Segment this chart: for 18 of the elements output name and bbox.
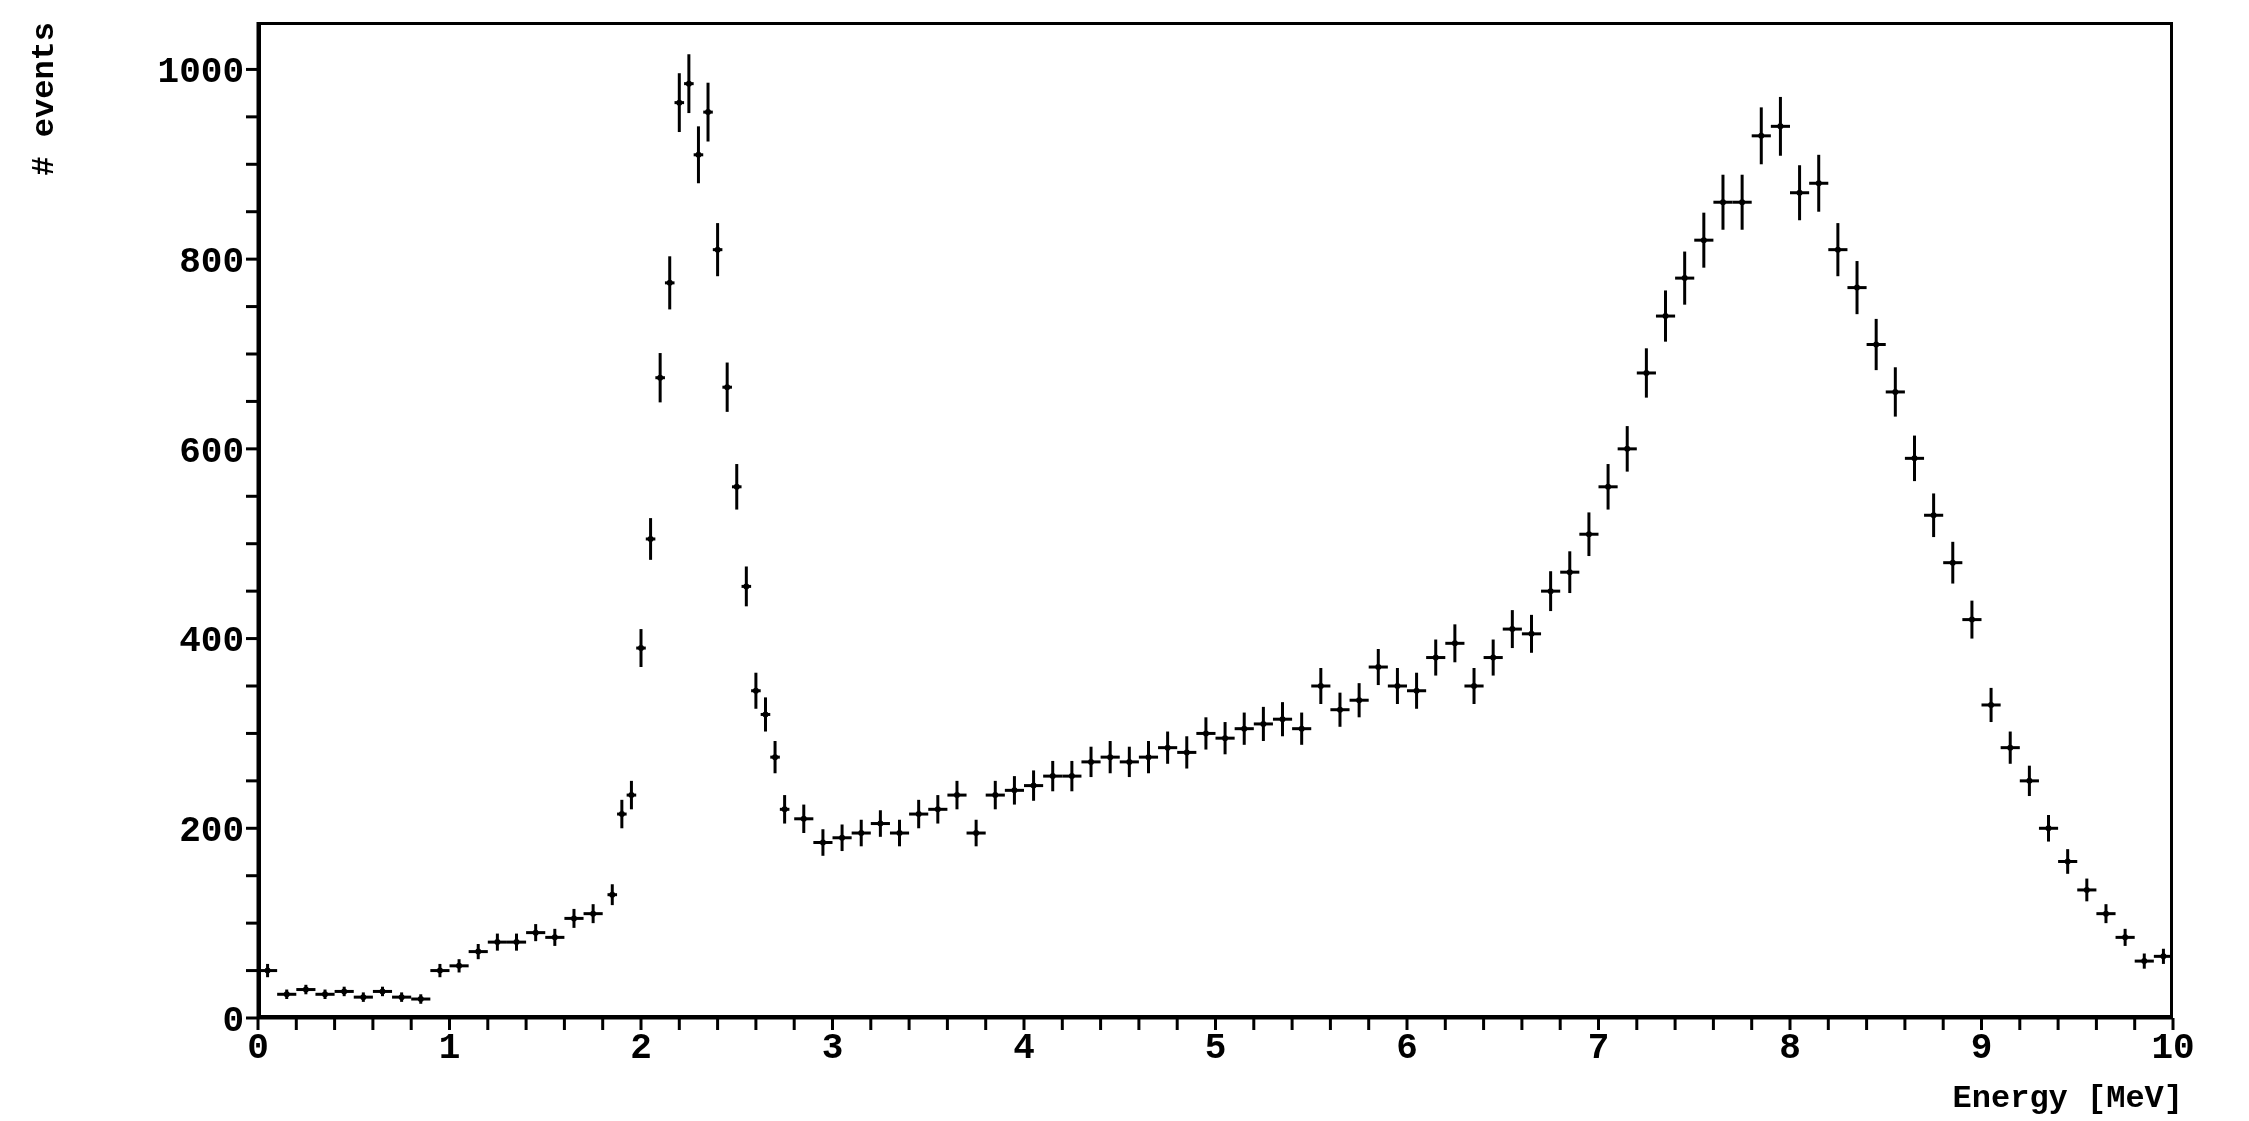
x-tick-label: 8: [1779, 1027, 1801, 1069]
x-tick-label: 1: [438, 1027, 461, 1069]
x-tick-label: 3: [821, 1027, 844, 1069]
y-tick-label: 1000: [157, 52, 244, 94]
x-tick-label: 6: [1396, 1027, 1418, 1069]
x-tick-label: 9: [1970, 1027, 1993, 1069]
y-tick-label: 200: [179, 811, 244, 853]
y-tick-label: 400: [179, 621, 244, 663]
y-tick-label: 800: [179, 241, 244, 283]
x-tick-label: 2: [630, 1027, 652, 1069]
x-axis-title: Energy [MeV]: [1952, 1080, 2183, 1117]
x-tick-label: 10: [2151, 1027, 2195, 1069]
x-tick-label: 7: [1587, 1027, 1610, 1069]
y-axis-title: # events: [26, 22, 63, 176]
x-tick-label: 4: [1013, 1027, 1035, 1069]
x-tick-label: 5: [1204, 1027, 1227, 1069]
y-tick-label: 0: [222, 1000, 244, 1042]
y-tick-label: 600: [179, 431, 244, 473]
